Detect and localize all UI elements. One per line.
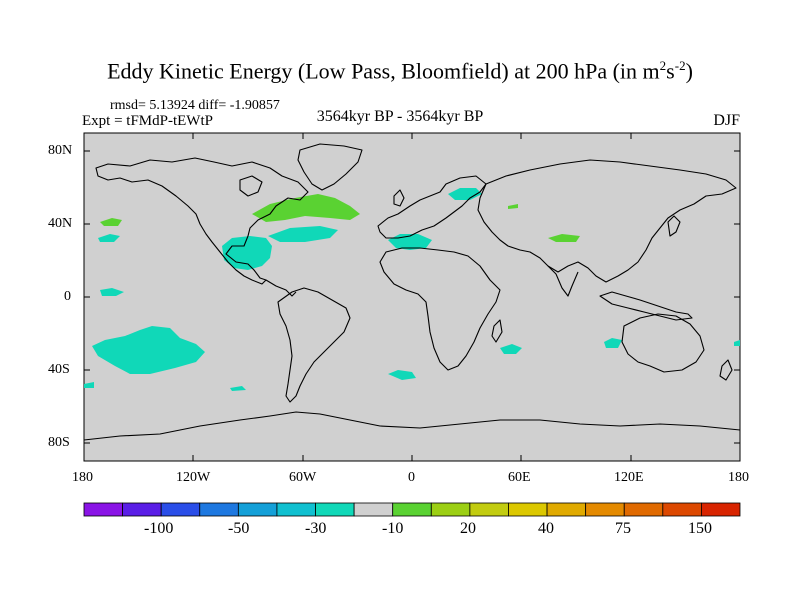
colorbar-label: -10	[382, 520, 403, 538]
colorbar-swatch	[701, 503, 740, 516]
lon-tick-label: 60W	[289, 470, 316, 486]
colorbar-swatch	[508, 503, 547, 516]
map-background	[84, 133, 740, 461]
colorbar-label: 150	[688, 520, 712, 538]
colorbar-swatch	[277, 503, 316, 516]
colorbar-swatch	[624, 503, 663, 516]
colorbar-label: 75	[615, 520, 631, 538]
lon-tick-label: 180	[728, 470, 749, 486]
colorbar-swatch	[238, 503, 277, 516]
colorbar-label: 20	[460, 520, 476, 538]
colorbar-swatch	[123, 503, 162, 516]
title-superscript-2: -2	[675, 58, 686, 73]
lat-tick-label: 80N	[48, 143, 72, 159]
colorbar-label: -50	[228, 520, 249, 538]
lat-tick-label: 0	[64, 289, 71, 305]
period-label: 3564kyr BP - 3564kyr BP	[0, 108, 800, 126]
colorbar-label: -30	[305, 520, 326, 538]
lon-tick-label: 120E	[614, 470, 644, 486]
colorbar-swatch	[161, 503, 200, 516]
colorbar-swatch	[431, 503, 470, 516]
colorbar-label: 40	[538, 520, 554, 538]
season-label: DJF	[713, 112, 740, 130]
lat-tick-label: 40S	[48, 362, 70, 378]
colorbar-swatch	[316, 503, 355, 516]
title-text: Eddy Kinetic Energy (Low Pass, Bloomfiel…	[107, 58, 660, 83]
colorbar	[84, 503, 740, 516]
lat-tick-label: 40N	[48, 216, 72, 232]
colorbar-swatch	[470, 503, 509, 516]
lon-tick-label: 0	[408, 470, 415, 486]
colorbar-label: -100	[144, 520, 173, 538]
map-figure	[0, 0, 800, 600]
lon-tick-label: 120W	[176, 470, 210, 486]
colorbar-swatch	[663, 503, 702, 516]
colorbar-swatch	[586, 503, 625, 516]
title-close-paren: )	[686, 58, 693, 83]
colorbar-swatch	[354, 503, 393, 516]
colorbar-swatch	[84, 503, 123, 516]
lon-tick-label: 60E	[508, 470, 531, 486]
title-unit-s: s	[666, 58, 675, 83]
colorbar-swatch	[547, 503, 586, 516]
colorbar-swatch	[200, 503, 239, 516]
lat-tick-label: 80S	[48, 435, 70, 451]
colorbar-swatch	[393, 503, 432, 516]
figure-title: Eddy Kinetic Energy (Low Pass, Bloomfiel…	[0, 58, 800, 84]
lon-tick-label: 180	[72, 470, 93, 486]
